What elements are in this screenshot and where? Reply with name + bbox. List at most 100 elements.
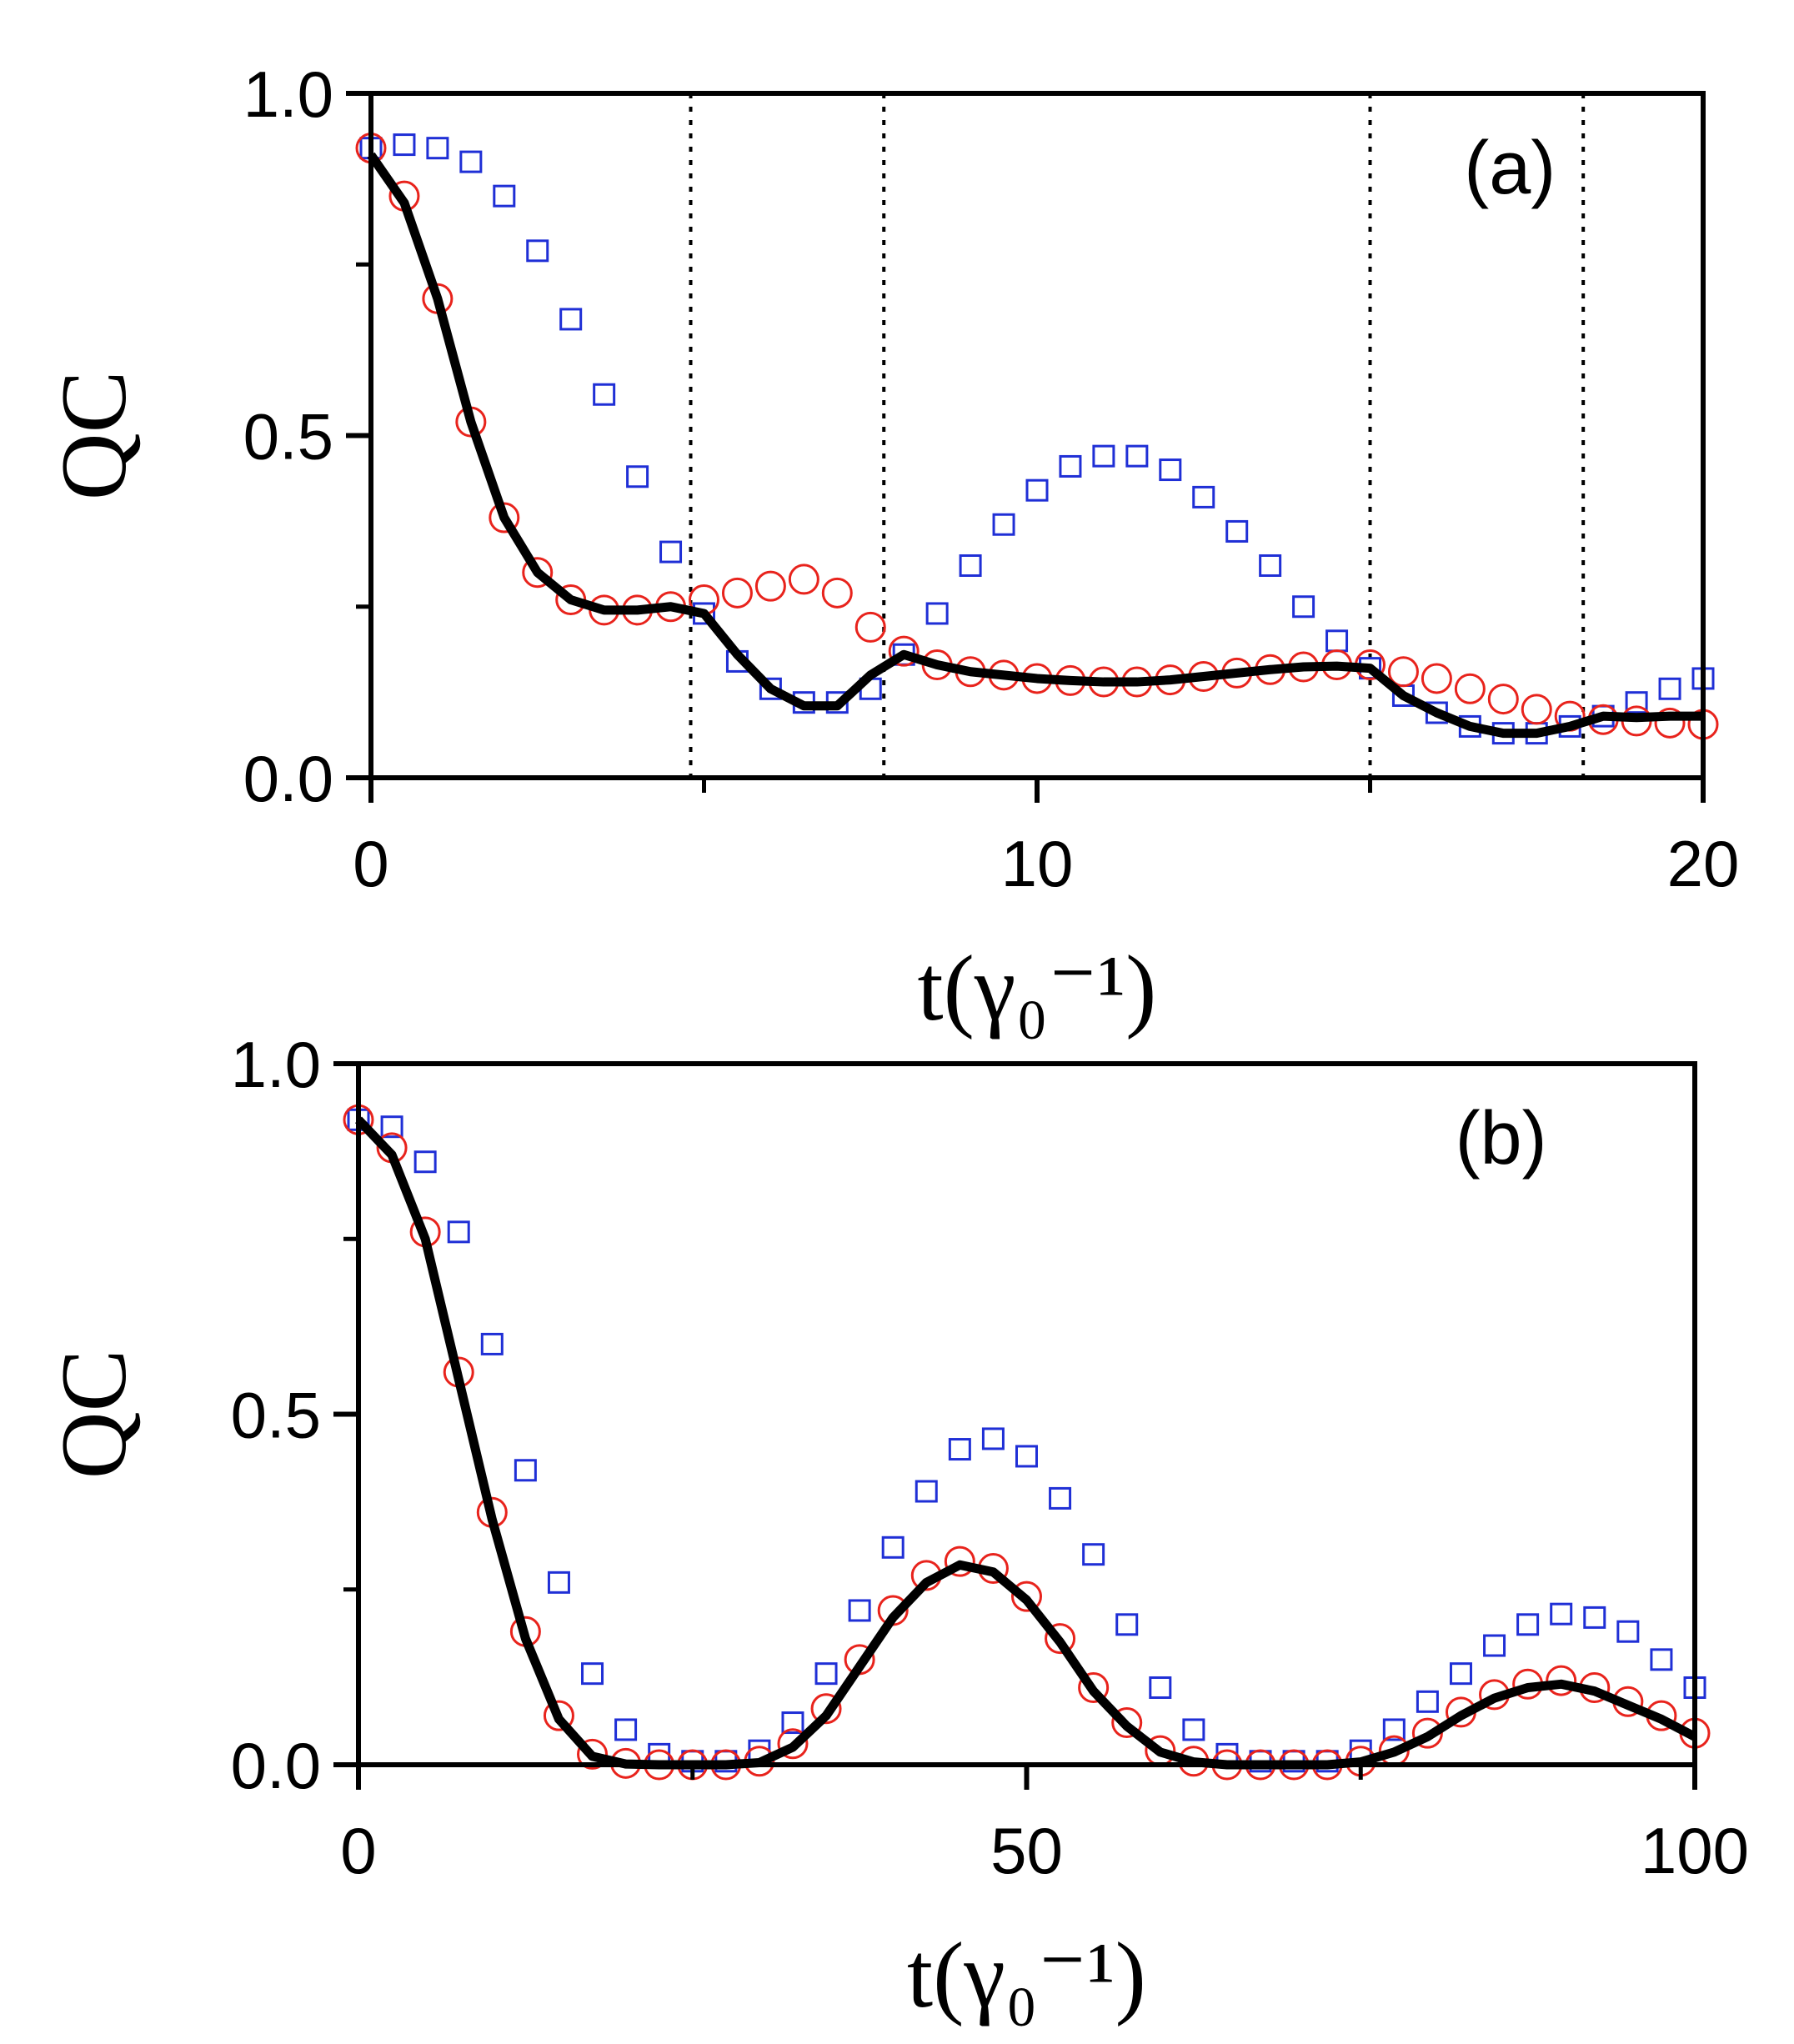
square-marker [848,1599,871,1622]
square-marker [1049,1486,1072,1510]
square-marker [1583,1606,1606,1629]
circle-marker [489,502,520,534]
square-marker [1082,1543,1105,1566]
series-line [367,152,1703,739]
square-marker [480,1332,504,1355]
square-marker [1092,444,1115,468]
annotation: (b) [1456,1097,1547,1180]
square-marker [614,1718,638,1741]
circle-marker [577,1738,609,1770]
square-marker [925,602,949,625]
circle-marker [1111,1707,1143,1739]
square-marker [1025,478,1049,502]
x-tick-label: 50 [990,1814,1063,1887]
series-line [355,1116,1697,1770]
square-marker [393,133,416,157]
square-marker [1449,1662,1472,1686]
circle-marker [1487,684,1519,715]
y-tick-label: 0.0 [243,742,333,815]
square-marker [1225,519,1249,543]
square-marker [581,1662,604,1686]
circle-marker [721,577,753,609]
square-marker [459,150,483,173]
y-axis-label: QC [43,1350,146,1480]
circle-marker [522,557,554,589]
x-tick-label: 0 [340,1814,376,1887]
circle-marker [888,635,920,667]
y-tick-label: 0.0 [231,1729,321,1802]
square-marker [1625,691,1648,714]
circle-marker [1654,707,1686,739]
panel: 0.0 0.5 1.0 0 50 100 (b) t(γ₀⁻¹) QC [43,1028,1749,2027]
y-tick-label: 1.0 [231,1028,321,1101]
circle-marker [1045,1623,1076,1655]
square-marker [1159,458,1182,482]
circle-marker [1546,1665,1577,1696]
square-marker [1416,1690,1439,1713]
square-marker [514,1459,537,1482]
square-marker [559,308,583,331]
square-marker [493,184,516,208]
circle-marker [543,1700,574,1731]
y-tick-label: 1.0 [243,58,333,131]
square-marker [1483,1634,1506,1657]
square-marker [659,540,683,564]
square-marker [413,1150,437,1174]
square-marker [526,239,549,263]
x-tick-label: 0 [353,827,388,900]
square-marker [1650,1648,1673,1671]
square-marker [959,554,982,577]
square-marker [1015,1445,1038,1468]
square-marker [547,1571,570,1594]
circle-marker [1387,656,1419,688]
square-marker [426,137,449,160]
circle-marker [944,1546,975,1577]
circle-marker [777,1728,809,1760]
circle-marker [1521,694,1552,725]
square-marker [1192,485,1215,508]
x-axis-label: t(γ₀⁻¹) [918,937,1157,1040]
x-tick-label: 10 [1001,827,1074,900]
y-tick-label: 0.5 [231,1379,321,1452]
panel: 0.0 0.5 1.0 0 10 20 (a) t(γ₀⁻¹) QC [43,58,1739,1040]
square-marker [1658,677,1681,700]
circle-marker [1078,1671,1110,1703]
circle-marker [1421,663,1452,694]
square-marker [380,1115,403,1139]
square-marker [1516,1613,1540,1636]
circle-marker [1454,673,1486,704]
x-axis-label: t(γ₀⁻¹) [907,1924,1146,2027]
square-marker [1115,1613,1139,1636]
y-tick-label: 0.5 [243,400,333,473]
square-marker [915,1480,938,1503]
x-tick-label: 100 [1641,1814,1749,1887]
square-marker [1149,1676,1172,1699]
annotation: (a) [1464,127,1556,210]
square-marker [1259,554,1282,577]
square-marker [948,1438,971,1461]
square-marker [1325,629,1349,653]
x-tick-label: 20 [1667,827,1740,900]
circle-marker [821,577,853,609]
circle-marker [854,611,886,643]
circle-marker [754,570,786,602]
square-marker [1616,1620,1640,1643]
square-marker [447,1220,470,1244]
square-marker [1125,444,1149,468]
square-marker [593,383,616,406]
square-marker [781,1711,804,1735]
square-marker [1382,1718,1406,1741]
square-marker [992,513,1015,536]
y-axis-label: QC [43,371,146,501]
circle-marker [788,564,819,595]
circle-marker [810,1693,842,1725]
square-marker [1182,1718,1205,1741]
square-marker [1550,1602,1573,1626]
square-marker [814,1662,838,1686]
square-marker [1059,454,1082,478]
square-marker [1292,595,1315,619]
square-marker [881,1536,905,1559]
circle-marker [1011,1581,1042,1612]
square-marker [981,1427,1005,1450]
